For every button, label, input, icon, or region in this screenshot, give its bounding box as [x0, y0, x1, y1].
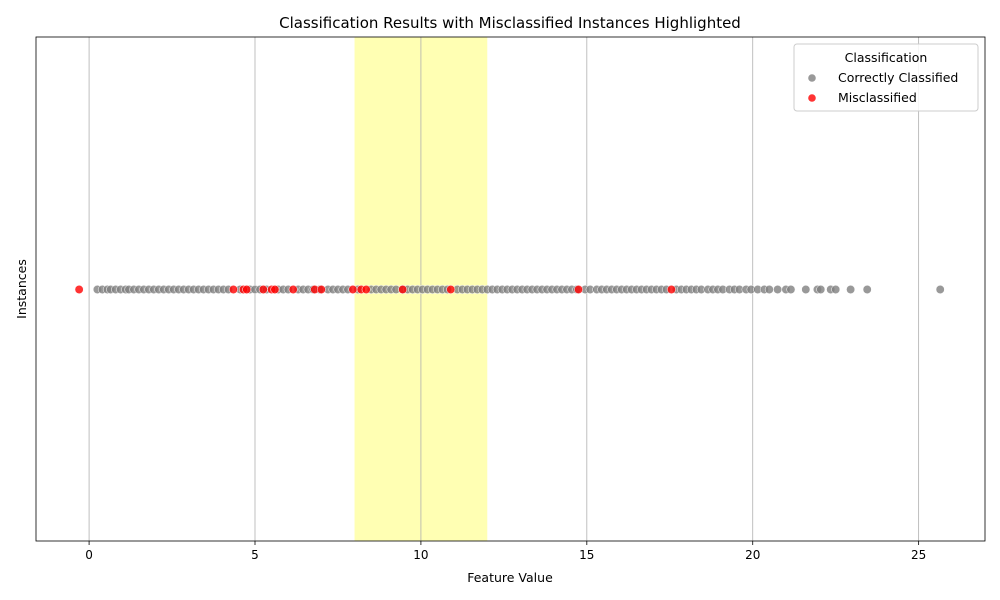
point-misclassified — [361, 285, 371, 294]
point-correct — [764, 285, 774, 294]
x-axis-label: Feature Value — [467, 570, 553, 585]
point-correct — [816, 285, 826, 294]
x-tick-label: 10 — [413, 548, 428, 562]
plot-area: 0 5 10 15 20 25 Classification Correctly Classi… — [35, 36, 986, 562]
x-tick-label: 5 — [251, 548, 259, 562]
point-misclassified — [666, 285, 676, 294]
axes-frame — [35, 36, 986, 542]
legend: Classification Correctly Classified Miscla… — [793, 43, 979, 112]
legend-marker-misclassified — [808, 94, 816, 102]
point-misclassified — [348, 285, 358, 294]
x-tick-label: 15 — [579, 548, 594, 562]
point-misclassified — [74, 285, 84, 294]
legend-label-misclassified: Misclassified — [838, 90, 917, 105]
legend-label-correct: Correctly Classified — [838, 70, 958, 85]
point-misclassified — [398, 285, 408, 294]
point-correct — [773, 285, 783, 294]
point-misclassified — [258, 285, 268, 294]
point-correct — [801, 285, 811, 294]
point-misclassified — [242, 285, 252, 294]
point-misclassified — [316, 285, 326, 294]
point-correct — [786, 285, 796, 294]
point-misclassified — [228, 285, 238, 294]
point-correct — [846, 285, 856, 294]
y-axis-label: Instances — [14, 259, 29, 319]
point-correct — [862, 285, 872, 294]
legend-marker-correct — [808, 74, 816, 82]
point-correct — [935, 285, 945, 294]
point-misclassified — [288, 285, 298, 294]
legend-box — [793, 43, 979, 112]
x-tick-label: 20 — [745, 548, 760, 562]
point-correct — [831, 285, 841, 294]
x-tick-label: 0 — [85, 548, 93, 562]
point-misclassified — [270, 285, 280, 294]
x-tick-label: 25 — [911, 548, 926, 562]
point-misclassified — [574, 285, 583, 294]
point-misclassified — [446, 285, 456, 294]
chart-title: Classification Results with Misclassifie… — [279, 14, 741, 32]
legend-title: Classification — [845, 50, 928, 65]
